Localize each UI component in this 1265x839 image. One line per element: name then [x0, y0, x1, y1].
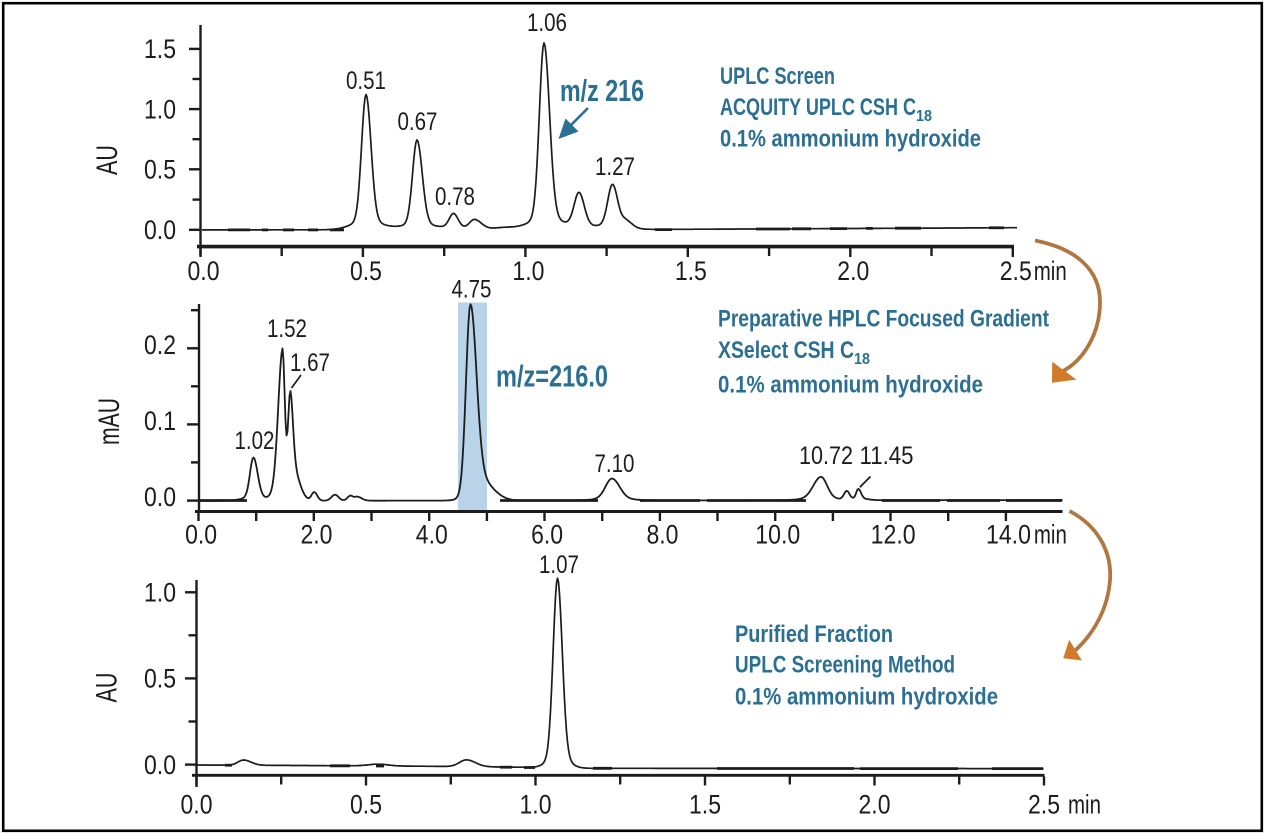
- svg-text:mAU: mAU: [93, 398, 126, 445]
- svg-text:0.5: 0.5: [350, 790, 382, 820]
- svg-text:6.0: 6.0: [531, 520, 563, 550]
- svg-text:min: min: [1034, 520, 1067, 550]
- svg-text:1.5: 1.5: [675, 256, 707, 286]
- svg-text:4.0: 4.0: [416, 520, 448, 550]
- svg-text:1.52: 1.52: [267, 315, 307, 343]
- svg-text:2.5: 2.5: [1028, 790, 1060, 820]
- svg-text:0.0: 0.0: [144, 215, 176, 245]
- svg-text:1.0: 1.0: [144, 578, 176, 608]
- svg-text:m/z 216: m/z 216: [560, 73, 644, 108]
- svg-text:2.0: 2.0: [837, 256, 869, 286]
- svg-text:1.5: 1.5: [144, 34, 176, 64]
- svg-text:AU: AU: [91, 145, 124, 175]
- svg-text:1.06: 1.06: [527, 9, 567, 37]
- svg-text:7.10: 7.10: [595, 450, 635, 478]
- svg-text:0.0: 0.0: [144, 482, 176, 512]
- svg-text:m/z=216.0: m/z=216.0: [496, 359, 608, 394]
- svg-text:10.0: 10.0: [755, 520, 800, 550]
- svg-text:0.1% ammonium hydroxide: 0.1% ammonium hydroxide: [718, 372, 983, 399]
- svg-text:ACQUITY UPLC CSH C18: ACQUITY UPLC CSH C18: [720, 94, 932, 125]
- svg-text:0.0: 0.0: [188, 256, 220, 286]
- svg-text:2.0: 2.0: [300, 520, 332, 550]
- svg-text:1.07: 1.07: [539, 551, 579, 579]
- svg-text:12.0: 12.0: [871, 520, 916, 550]
- svg-text:1.67: 1.67: [290, 349, 330, 377]
- svg-text:0.0: 0.0: [144, 750, 176, 780]
- svg-text:0.1% ammonium hydroxide: 0.1% ammonium hydroxide: [720, 126, 981, 153]
- svg-text:Purified Fraction: Purified Fraction: [735, 621, 893, 648]
- svg-text:8.0: 8.0: [646, 520, 678, 550]
- svg-text:UPLC Screen: UPLC Screen: [720, 63, 835, 90]
- svg-text:0.51: 0.51: [346, 67, 386, 95]
- svg-text:11.45: 11.45: [860, 442, 914, 470]
- svg-text:min: min: [1068, 790, 1101, 820]
- svg-text:1.02: 1.02: [235, 427, 275, 455]
- svg-text:UPLC Screening Method: UPLC Screening Method: [735, 652, 955, 679]
- svg-text:0.2: 0.2: [144, 330, 176, 360]
- svg-text:0.5: 0.5: [144, 664, 176, 694]
- svg-text:min: min: [1034, 256, 1067, 286]
- svg-text:10.72: 10.72: [799, 442, 853, 470]
- svg-text:1.0: 1.0: [144, 94, 176, 124]
- svg-text:0.5: 0.5: [350, 256, 382, 286]
- svg-text:0.0: 0.0: [185, 520, 217, 550]
- svg-text:0.78: 0.78: [435, 183, 475, 211]
- svg-text:1.5: 1.5: [689, 790, 721, 820]
- svg-text:0.0: 0.0: [181, 790, 213, 820]
- svg-text:2.0: 2.0: [859, 790, 891, 820]
- svg-text:AU: AU: [91, 673, 124, 703]
- svg-text:14.0: 14.0: [986, 520, 1031, 550]
- svg-text:1.0: 1.0: [520, 790, 552, 820]
- svg-text:0.1: 0.1: [144, 406, 176, 436]
- svg-text:1.0: 1.0: [512, 256, 544, 286]
- svg-text:XSelect CSH C18: XSelect CSH C18: [718, 337, 870, 368]
- svg-text:0.5: 0.5: [144, 155, 176, 185]
- svg-text:0.67: 0.67: [398, 108, 438, 136]
- svg-text:Preparative HPLC Focused Gradi: Preparative HPLC Focused Gradient: [718, 306, 1049, 333]
- svg-text:1.27: 1.27: [595, 153, 635, 181]
- svg-text:4.75: 4.75: [452, 276, 492, 304]
- svg-text:0.1% ammonium hydroxide: 0.1% ammonium hydroxide: [735, 684, 998, 711]
- svg-text:2.5: 2.5: [1000, 256, 1032, 286]
